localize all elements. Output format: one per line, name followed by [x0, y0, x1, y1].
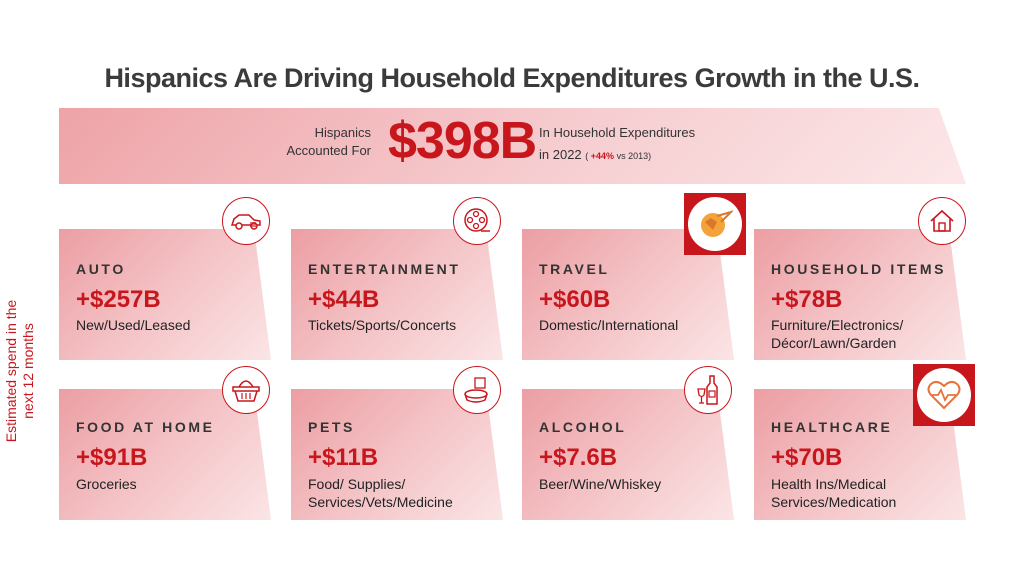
page-title: Hispanics Are Driving Household Expendit… [104, 63, 920, 93]
card-category: HOUSEHOLD ITEMS [771, 261, 947, 277]
card-description: Furniture/Electronics/Décor/Lawn/Garden [771, 317, 904, 351]
card-value: +$60B [539, 286, 611, 313]
card-entertainment: ENTERTAINMENT +$44B Tickets/Sports/Conce… [291, 229, 503, 360]
banner-open-paren: ( [585, 151, 591, 161]
card-auto: AUTO +$257B New/Used/Leased [59, 229, 271, 360]
card-description: Domestic/International [539, 317, 679, 333]
banner-prefix-line1: Hispanics [314, 125, 371, 140]
card-category: HEALTHCARE [771, 419, 893, 435]
total-amount: $398B [388, 112, 537, 170]
film-reel-icon [453, 197, 501, 245]
banner-year: in 2022 [539, 147, 582, 162]
card-value: +$257B [76, 286, 161, 313]
globe-plane-icon [684, 193, 746, 255]
bottle-glass-icon [684, 366, 732, 414]
card-value: +$78B [771, 286, 843, 313]
banner-prefix-line2: Accounted For [286, 143, 371, 158]
basket-icon [222, 366, 270, 414]
heart-pulse-icon [913, 364, 975, 426]
summary-banner: Hispanics Accounted For $398B In Househo… [59, 108, 966, 184]
card-value: +$11B [308, 444, 379, 471]
card-description: Tickets/Sports/Concerts [308, 317, 457, 333]
banner-comparison: vs 2013) [614, 151, 652, 161]
card-category: ALCOHOL [539, 419, 627, 435]
card-category: PETS [308, 419, 355, 435]
growth-percent: +44% [590, 151, 615, 161]
card-value: +$70B [771, 444, 843, 471]
banner-suffix-line1: In Household Expenditures [539, 125, 696, 140]
card-value: +$44B [308, 286, 380, 313]
card-household-items: HOUSEHOLD ITEMS +$78B Furniture/Electron… [754, 229, 966, 360]
card-category: TRAVEL [539, 261, 610, 277]
card-category: FOOD AT HOME [76, 419, 215, 435]
card-description: Food/ Supplies/Services/Vets/Medicine [308, 476, 453, 510]
side-label-line2: next 12 months [20, 323, 36, 419]
card-category: AUTO [76, 261, 126, 277]
card-value: +$91B [76, 444, 148, 471]
banner-prefix: Hispanics Accounted For [286, 124, 371, 160]
side-label-line1: Estimated spend in the [3, 299, 19, 443]
banner-suffix-line2: in 2022 ( +44% vs 2013) [539, 144, 695, 167]
car-icon [222, 197, 270, 245]
card-healthcare: HEALTHCARE +$70B Health Ins/Medical Servi… [754, 389, 966, 520]
banner-suffix: In Household Expenditures in 2022 ( +44%… [539, 122, 695, 167]
card-description: New/Used/Leased [76, 317, 191, 333]
pet-bowl-icon [453, 366, 501, 414]
card-value: +$7.6B [539, 444, 618, 471]
card-category: ENTERTAINMENT [308, 261, 461, 277]
house-icon [918, 197, 966, 245]
card-description: Groceries [76, 476, 137, 492]
card-description: Health Ins/Medical Services/Medication [771, 476, 897, 510]
card-description: Beer/Wine/Whiskey [539, 476, 662, 492]
